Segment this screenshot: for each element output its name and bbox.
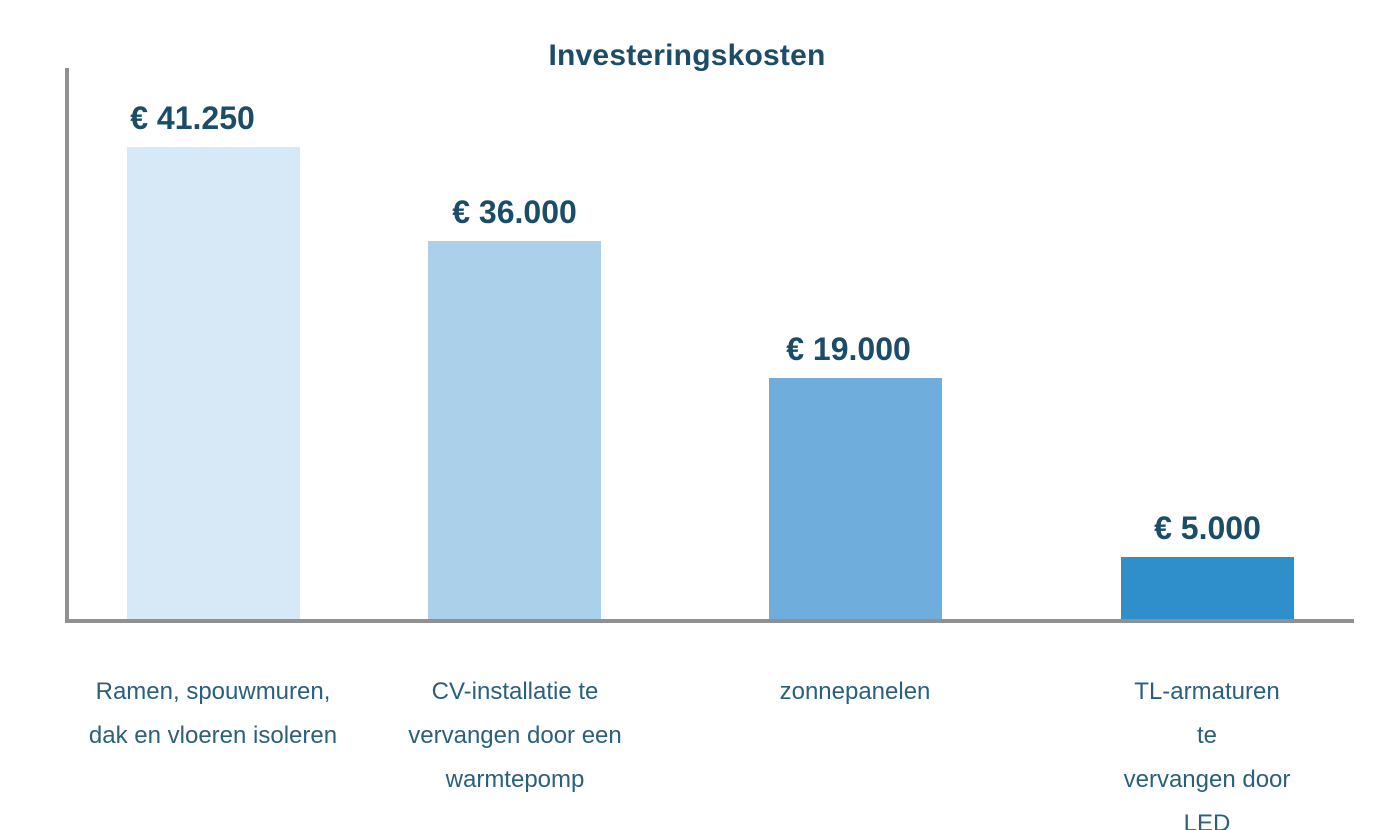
category-label-isolatie: Ramen, spouwmuren, dak en vloeren isoler…	[88, 678, 338, 749]
chart-title: Investeringskosten	[548, 39, 826, 72]
bar-column-led: € 5.000	[1121, 509, 1294, 619]
bar-zonnepanelen	[769, 378, 942, 619]
bar-led	[1121, 557, 1294, 619]
bar-column-warmtepomp: € 36.000	[428, 193, 601, 619]
category-label-zonnepanelen: zonnepanelen	[779, 678, 931, 705]
bar-value-label: € 36.000	[452, 194, 577, 230]
bar-column-zonnepanelen: € 19.000	[769, 330, 942, 619]
bar-isolatie	[127, 147, 300, 619]
plot-area: € 41.250 € 36.000 € 19.000 € 5.000	[65, 68, 1354, 623]
category-label-warmtepomp: CV-installatie te vervangen door een war…	[408, 678, 622, 793]
x-axis-line	[65, 619, 1354, 623]
bar-column-isolatie: € 41.250	[127, 99, 300, 619]
category-label-led: TL-armaturen te vervangen door LED panel…	[1123, 678, 1291, 830]
bar-warmtepomp	[428, 241, 601, 619]
bar-value-label: € 41.250	[130, 100, 255, 136]
bars-container: € 41.250 € 36.000 € 19.000 € 5.000	[65, 68, 1354, 623]
bar-value-label: € 5.000	[1154, 510, 1261, 546]
category-labels-row: Ramen, spouwmuren, dak en vloeren isoler…	[0, 670, 1374, 830]
bar-value-label: € 19.000	[786, 331, 911, 367]
y-axis-line	[65, 68, 69, 623]
